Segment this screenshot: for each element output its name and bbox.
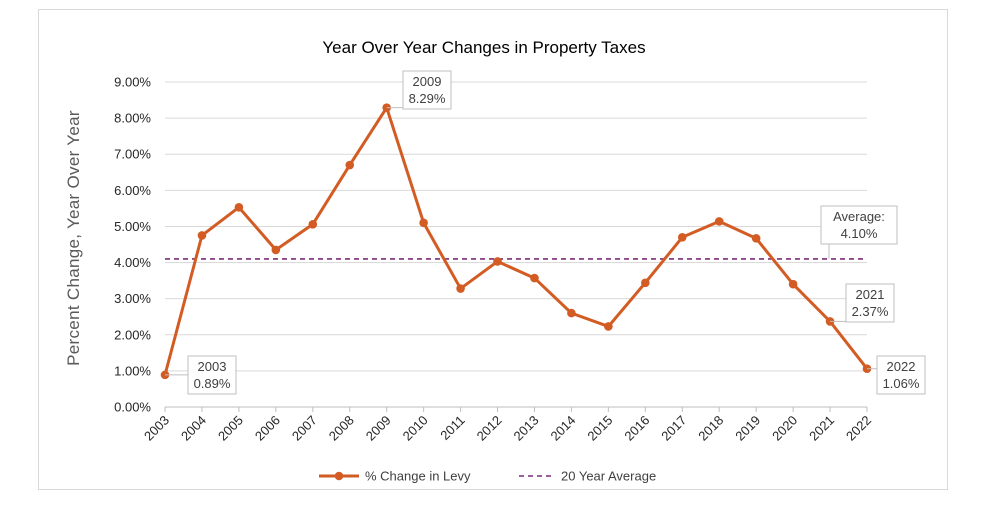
y-tick-label: 5.00% <box>114 219 151 234</box>
y-tick-label: 8.00% <box>114 111 151 126</box>
legend-marker-levy <box>334 471 344 481</box>
legend: % Change in Levy 20 Year Average <box>319 469 656 484</box>
series-line-levy <box>163 106 869 376</box>
y-axis-label: Percent Change, Year Over Year <box>64 110 83 366</box>
chart-title: Year Over Year Changes in Property Taxes <box>322 38 645 57</box>
y-tick-label: 9.00% <box>114 75 151 90</box>
callout-text: 4.10% <box>841 226 878 241</box>
y-tick-label: 6.00% <box>114 183 151 198</box>
y-tick-label: 0.00% <box>114 400 151 415</box>
callout-text: 0.89% <box>194 376 231 391</box>
callouts: 2003 0.89% 2009 8.29% 2021 2.37% 2022 1.06% Aver… <box>165 70 926 395</box>
data-point <box>308 219 318 229</box>
x-tick-label: 2008 <box>326 413 357 444</box>
callout-text: 8.29% <box>409 91 446 106</box>
y-tick-label: 2.00% <box>114 327 151 342</box>
data-point <box>641 278 650 288</box>
x-axis-ticks: 2003 2004 2005 2006 2007 2008 2009 2010 2011 2012… <box>141 406 874 444</box>
data-point <box>345 160 355 170</box>
chart-frame: Year Over Year Changes in Property Taxes… <box>38 9 948 490</box>
x-tick-label: 2019 <box>732 413 763 444</box>
callout-box <box>187 355 237 395</box>
x-tick-label: 2009 <box>363 413 394 444</box>
callout-text: 2022 <box>887 359 916 374</box>
y-axis-ticks: 0.00% 1.00% 2.00% 3.00% 4.00% 5.00% 6.00% 7.00%… <box>114 75 151 415</box>
x-tick-label: 2012 <box>474 413 505 444</box>
data-point <box>714 217 724 226</box>
legend-label-average: 20 Year Average <box>561 469 656 484</box>
x-tick-label: 2020 <box>769 413 800 444</box>
x-tick-label: 2016 <box>621 413 652 444</box>
x-tick-label: 2021 <box>806 413 837 444</box>
y-tick-label: 3.00% <box>114 291 151 306</box>
data-point <box>234 203 244 212</box>
series-group <box>160 103 872 380</box>
x-tick-label: 2006 <box>252 413 283 444</box>
x-tick-label: 2013 <box>511 413 542 444</box>
data-point <box>604 322 613 331</box>
x-tick-label: 2017 <box>658 413 689 444</box>
callout-box <box>876 355 926 395</box>
callout-text: 2021 <box>856 287 885 302</box>
data-point <box>456 284 465 293</box>
callout-box <box>402 70 452 110</box>
data-point <box>271 245 281 255</box>
x-tick-label: 2007 <box>289 413 320 444</box>
gridlines <box>165 81 867 408</box>
legend-label-levy: % Change in Levy <box>365 469 471 484</box>
x-tick-label: 2004 <box>178 413 209 444</box>
y-tick-label: 1.00% <box>114 363 151 378</box>
y-tick-label: 4.00% <box>114 255 151 270</box>
callout-text: Average: <box>833 209 885 224</box>
callout-box <box>820 205 898 245</box>
x-tick-label: 2018 <box>695 413 726 444</box>
x-tick-label: 2003 <box>141 413 172 444</box>
data-point <box>493 257 502 266</box>
y-tick-label: 7.00% <box>114 147 151 162</box>
data-point <box>419 218 428 228</box>
x-tick-label: 2005 <box>215 413 246 444</box>
data-point <box>197 231 207 240</box>
x-tick-label: 2010 <box>400 413 431 444</box>
x-tick-label: 2015 <box>584 413 615 444</box>
data-point <box>567 308 576 318</box>
x-tick-label: 2022 <box>843 413 874 444</box>
x-tick-label: 2011 <box>437 413 467 443</box>
data-point <box>788 279 798 289</box>
x-tick-label: 2014 <box>547 413 578 444</box>
line-chart: Year Over Year Changes in Property Taxes… <box>64 38 926 484</box>
callout-text: 2003 <box>198 359 227 374</box>
callout-text: 2.37% <box>852 304 889 319</box>
callout-text: 2009 <box>413 74 442 89</box>
data-point <box>751 234 761 243</box>
data-point <box>530 273 539 283</box>
data-point <box>677 232 687 242</box>
callout-box <box>845 283 895 323</box>
callout-text: 1.06% <box>883 376 920 391</box>
